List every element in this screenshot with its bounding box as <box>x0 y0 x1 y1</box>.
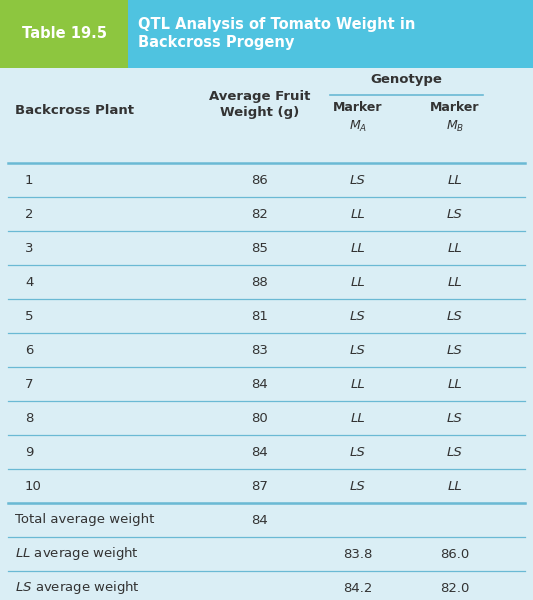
Text: LS: LS <box>447 412 463 425</box>
Text: LL: LL <box>448 479 462 493</box>
Text: 9: 9 <box>25 445 34 458</box>
Text: 88: 88 <box>252 275 269 289</box>
Text: 84: 84 <box>252 445 269 458</box>
Text: 82.0: 82.0 <box>440 581 470 595</box>
Text: LL: LL <box>448 377 462 391</box>
Text: Average Fruit: Average Fruit <box>209 89 311 103</box>
Text: 10: 10 <box>25 479 42 493</box>
Text: $\mathit{M}_\mathit{A}$: $\mathit{M}_\mathit{A}$ <box>349 119 367 134</box>
Text: 85: 85 <box>252 241 269 254</box>
Text: LS: LS <box>447 310 463 323</box>
Text: 3: 3 <box>25 241 34 254</box>
Text: Weight (g): Weight (g) <box>220 106 300 119</box>
Text: LL: LL <box>448 173 462 187</box>
Text: Table 19.5: Table 19.5 <box>21 26 107 41</box>
Text: 81: 81 <box>252 310 269 323</box>
Text: LL: LL <box>351 208 366 220</box>
Text: QTL Analysis of Tomato Weight in: QTL Analysis of Tomato Weight in <box>138 17 415 32</box>
Text: 8: 8 <box>25 412 34 425</box>
Text: 6: 6 <box>25 343 34 356</box>
Text: 83: 83 <box>252 343 269 356</box>
Text: $\mathit{LS}$ average weight: $\mathit{LS}$ average weight <box>15 580 140 596</box>
Text: 86: 86 <box>252 173 269 187</box>
Text: Genotype: Genotype <box>370 73 442 86</box>
Text: LS: LS <box>350 445 366 458</box>
Text: LL: LL <box>448 241 462 254</box>
Text: 80: 80 <box>252 412 269 425</box>
Text: LS: LS <box>350 479 366 493</box>
Text: Backcross Progeny: Backcross Progeny <box>138 35 294 50</box>
Text: 2: 2 <box>25 208 34 220</box>
Bar <box>128 0 533 68</box>
Text: 84: 84 <box>252 514 269 527</box>
Text: 83.8: 83.8 <box>343 547 373 560</box>
Text: LS: LS <box>350 310 366 323</box>
Text: LS: LS <box>350 173 366 187</box>
Text: 84.2: 84.2 <box>343 581 373 595</box>
Text: 7: 7 <box>25 377 34 391</box>
Text: $\mathit{M}_\mathit{B}$: $\mathit{M}_\mathit{B}$ <box>446 119 464 134</box>
Text: LS: LS <box>447 208 463 220</box>
Text: LL: LL <box>351 241 366 254</box>
Text: LL: LL <box>351 412 366 425</box>
Text: 4: 4 <box>25 275 34 289</box>
Text: 87: 87 <box>252 479 269 493</box>
Text: 84: 84 <box>252 377 269 391</box>
Text: 5: 5 <box>25 310 34 323</box>
Text: 86.0: 86.0 <box>440 547 470 560</box>
Text: 82: 82 <box>252 208 269 220</box>
Text: LS: LS <box>447 445 463 458</box>
Text: Backcross Plant: Backcross Plant <box>15 104 134 117</box>
Text: LL: LL <box>351 377 366 391</box>
Text: Marker: Marker <box>430 101 480 115</box>
Text: 1: 1 <box>25 173 34 187</box>
Text: Marker: Marker <box>333 101 383 115</box>
Text: Total average weight: Total average weight <box>15 514 155 527</box>
Text: $\mathit{LL}$ average weight: $\mathit{LL}$ average weight <box>15 545 139 563</box>
Text: LS: LS <box>447 343 463 356</box>
Bar <box>0 0 128 68</box>
Text: LS: LS <box>350 343 366 356</box>
Text: LL: LL <box>448 275 462 289</box>
Text: LL: LL <box>351 275 366 289</box>
